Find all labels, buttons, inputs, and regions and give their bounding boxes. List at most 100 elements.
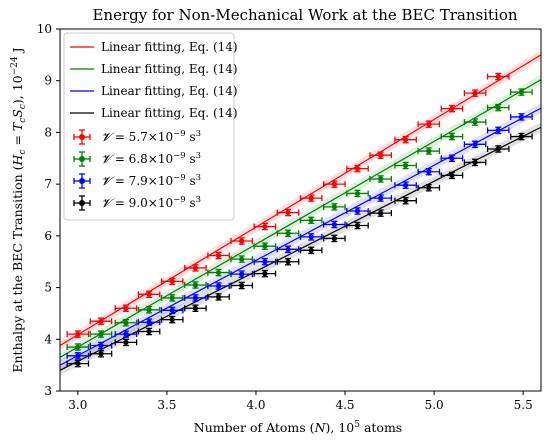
data-point-s3-19 [486,126,510,135]
data-point-s1-7 [207,251,230,260]
x-axis-ticks: 3.0 3.5 4.0 4.5 5.0 5.5 [68,391,533,412]
data-point-s4-12 [323,234,346,243]
legend-marker-swatch-3 [73,173,91,189]
x-tick-label-1: 3.0 [68,398,87,412]
legend-box [63,32,235,221]
data-point-s3-20 [510,113,533,121]
x-tick-label-4: 4.5 [335,398,354,412]
data-point-s1-6 [184,264,207,272]
x-axis-label-sup: 5 [354,420,360,430]
data-point-s1-2 [89,317,113,325]
data-point-s3-18 [463,140,487,149]
data-point-s4-9 [253,269,277,278]
y-tick-label-2: 4 [44,332,52,346]
x-tick-label-5: 5.0 [425,398,444,412]
data-point-s2-10 [276,229,300,238]
legend-series-label-3: 𝓥 = 7.9×10−9 s3 [101,173,201,188]
data-point-s3-1 [66,352,90,360]
data-point-s2-17 [440,132,464,141]
data-point-s1-10 [276,208,300,217]
data-point-s4-17 [440,171,464,180]
data-point-s2-20 [510,88,533,96]
data-point-s3-7 [207,282,230,290]
y-axis-label-pre: Enthalpy at the BEC Transition ( [10,165,25,372]
legend-line-label-2: Linear fitting, Eq. (14) [101,62,238,76]
data-point-s3-14 [369,194,393,202]
y-axis-ticks: 3 4 5 6 7 8 9 10 [37,22,60,398]
data-point-s2-5 [160,294,184,302]
data-point-s2-16 [417,147,441,155]
y-axis-label-s2: c [18,118,28,123]
data-point-s2-2 [89,330,113,338]
legend-marker-swatch-2 [73,151,91,167]
data-point-s4-5 [160,315,184,324]
data-point-s1-19 [486,72,510,81]
data-point-s4-3 [114,338,138,347]
x-axis-label-pre: Number of Atoms ( [194,420,315,435]
data-point-s3-3 [114,330,138,338]
x-axis-label-tail: atoms [360,420,402,435]
data-point-s4-8 [230,281,254,290]
data-points [66,72,533,368]
data-point-s3-17 [440,154,464,163]
data-point-s3-11 [299,233,323,241]
data-point-s1-15 [394,135,417,144]
data-point-s4-1 [66,359,90,368]
data-point-s2-12 [323,203,346,211]
data-point-s3-2 [89,341,113,350]
data-point-s4-18 [463,158,487,167]
data-point-s1-1 [66,330,90,338]
data-point-s1-9 [253,222,277,231]
data-point-s2-18 [463,118,487,126]
data-point-s4-6 [184,304,207,313]
data-point-s2-4 [137,306,161,314]
data-point-s1-13 [346,164,369,173]
data-point-s4-7 [207,293,230,301]
data-point-s3-12 [323,220,346,229]
data-point-s3-10 [276,245,300,254]
data-point-s2-1 [66,343,90,351]
data-point-s1-12 [323,180,346,188]
data-point-s1-11 [299,194,323,202]
x-tick-label-2: 3.5 [157,398,176,412]
data-point-s2-11 [299,216,323,225]
data-point-s3-6 [184,294,207,302]
legend-series-label-4: 𝓥 = 9.0×10−9 s3 [101,195,201,210]
data-point-s4-14 [369,209,393,217]
data-point-s2-19 [486,103,510,112]
data-point-s1-5 [160,277,184,286]
y-axis-label-tail: J [10,47,25,56]
data-point-s4-2 [89,350,113,358]
data-point-s4-20 [510,132,533,141]
data-point-s4-10 [276,257,300,266]
data-point-s3-9 [253,257,277,266]
data-point-s2-7 [207,268,230,277]
y-tick-label-7: 9 [44,74,52,88]
legend-series-label-2: 𝓥 = 6.8×10−9 s3 [101,151,201,166]
data-point-s1-18 [463,89,487,97]
data-point-s4-15 [394,196,417,205]
data-point-s2-13 [346,189,369,198]
data-point-s4-16 [417,184,441,192]
y-axis-label-v2: T [10,121,25,131]
x-tick-label-3: 4.0 [246,398,265,412]
y-tick-label-8: 10 [37,22,52,36]
data-point-s3-16 [417,167,441,176]
data-point-s2-6 [184,281,207,289]
y-tick-label-4: 6 [44,229,52,243]
data-point-s3-4 [137,318,161,326]
data-point-s4-19 [486,145,510,153]
y-axis-label-v1: H [10,153,25,166]
chart-title: Energy for Non-Mechanical Work at the BE… [92,6,517,24]
y-axis-label-s3: c [18,104,28,109]
data-point-s2-8 [230,255,254,263]
data-point-s1-14 [369,151,393,159]
y-axis-label-eq: = [10,131,25,149]
x-axis-label: Number of Atoms (N), 105 atoms [194,420,402,435]
plot-frame [59,28,542,392]
data-point-s2-3 [114,318,138,327]
data-point-s1-4 [137,290,161,299]
data-point-s4-4 [137,327,161,336]
data-point-s3-15 [394,181,417,189]
